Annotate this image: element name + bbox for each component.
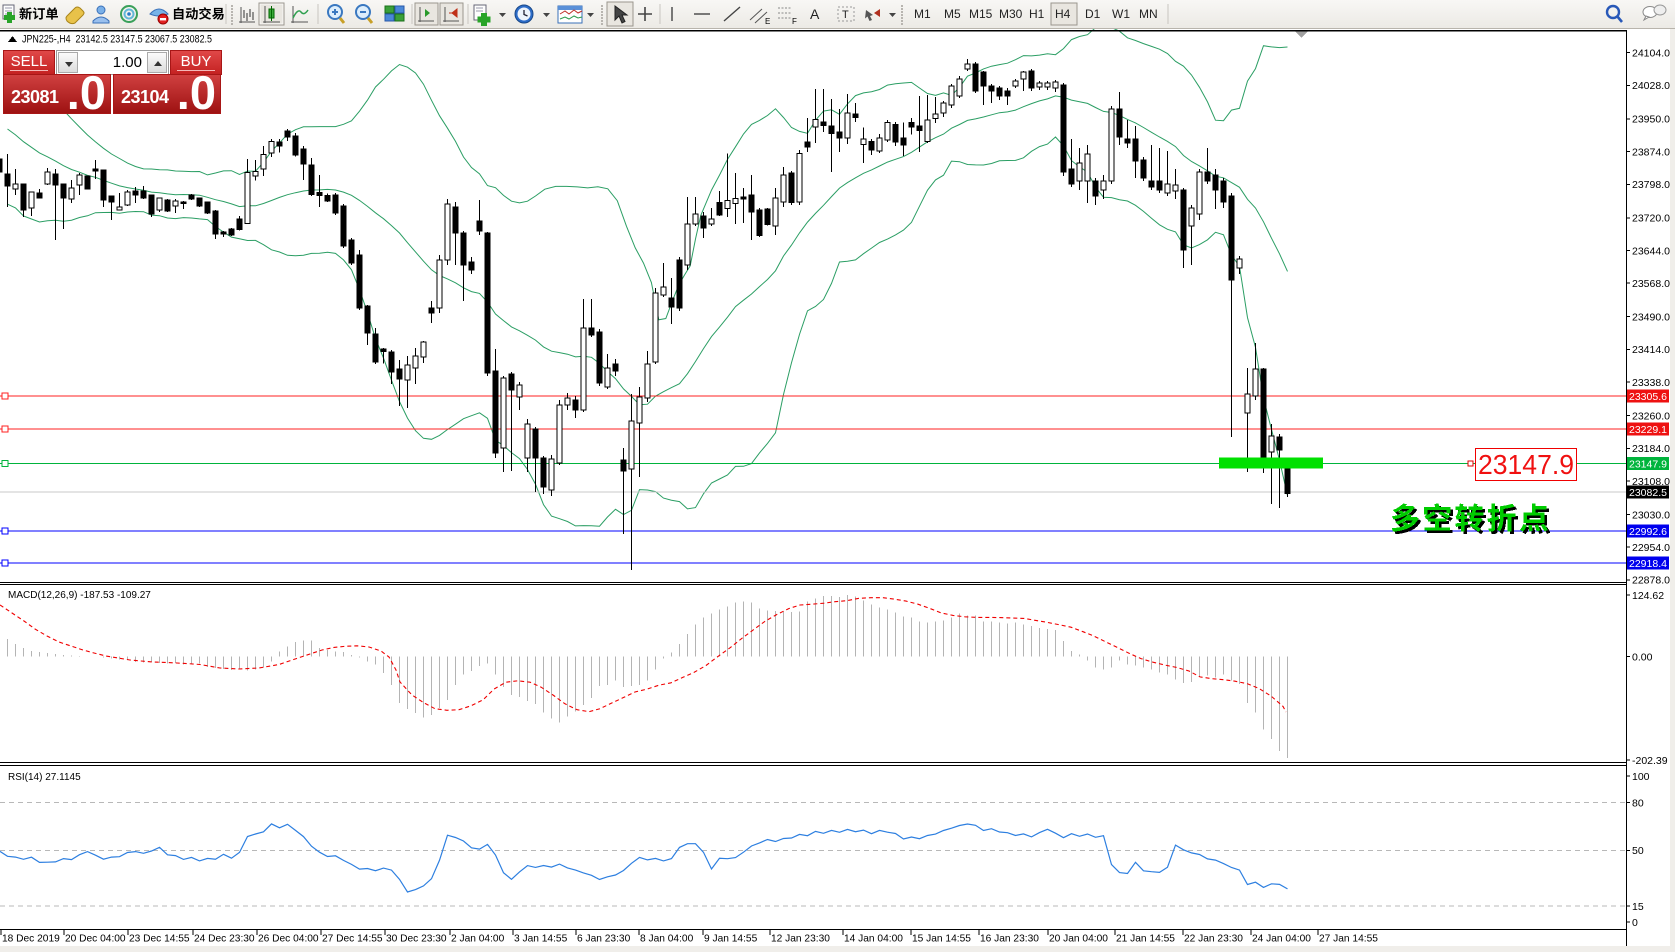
svg-text:H4: H4: [1055, 7, 1071, 21]
svg-text:23950.0: 23950.0: [1632, 114, 1670, 126]
svg-text:9 Jan 14:55: 9 Jan 14:55: [704, 934, 758, 945]
svg-text:-202.39: -202.39: [1632, 755, 1668, 767]
svg-text:14 Jan 04:00: 14 Jan 04:00: [844, 934, 903, 945]
svg-text:23082.5: 23082.5: [1629, 487, 1667, 499]
svg-text:22878.0: 22878.0: [1632, 575, 1670, 587]
svg-text:18 Dec 2019: 18 Dec 2019: [2, 934, 60, 945]
svg-text:23184.0: 23184.0: [1632, 443, 1670, 455]
svg-text:23305.6: 23305.6: [1629, 391, 1667, 403]
svg-text:15: 15: [1632, 901, 1644, 913]
svg-text:D1: D1: [1085, 7, 1101, 21]
svg-text:23414.0: 23414.0: [1632, 344, 1670, 356]
svg-text:24028.0: 24028.0: [1632, 80, 1670, 92]
svg-text:100: 100: [1632, 771, 1650, 783]
svg-text:50: 50: [1632, 845, 1644, 857]
svg-text:A: A: [810, 6, 820, 22]
svg-text:80: 80: [1632, 797, 1644, 809]
svg-text:22954.0: 22954.0: [1632, 542, 1670, 554]
svg-text:M1: M1: [914, 7, 931, 21]
svg-text:23030.0: 23030.0: [1632, 509, 1670, 521]
svg-text:MN: MN: [1139, 7, 1158, 21]
svg-text:23147.9: 23147.9: [1478, 449, 1574, 480]
svg-text:23108.0: 23108.0: [1632, 476, 1670, 488]
svg-text:23147.9: 23147.9: [1629, 459, 1667, 471]
svg-text:23260.0: 23260.0: [1632, 410, 1670, 422]
svg-text:23798.0: 23798.0: [1632, 179, 1670, 191]
svg-text:27 Jan 14:55: 27 Jan 14:55: [1319, 934, 1378, 945]
svg-text:20 Jan 04:00: 20 Jan 04:00: [1049, 934, 1108, 945]
svg-text:12 Jan 23:30: 12 Jan 23:30: [771, 934, 830, 945]
svg-text:30 Dec 23:30: 30 Dec 23:30: [386, 934, 447, 945]
svg-text:8 Jan 04:00: 8 Jan 04:00: [640, 934, 694, 945]
svg-text:27 Dec 14:55: 27 Dec 14:55: [322, 934, 383, 945]
svg-text:T: T: [842, 9, 849, 21]
svg-text:22992.6: 22992.6: [1629, 526, 1667, 538]
svg-text:23338.0: 23338.0: [1632, 377, 1670, 389]
svg-text:M30: M30: [999, 7, 1023, 21]
svg-text:23 Dec 14:55: 23 Dec 14:55: [129, 934, 190, 945]
svg-text:16 Jan 23:30: 16 Jan 23:30: [980, 934, 1039, 945]
svg-text:23874.0: 23874.0: [1632, 146, 1670, 158]
svg-text:23644.0: 23644.0: [1632, 245, 1670, 257]
svg-text:23490.0: 23490.0: [1632, 312, 1670, 324]
svg-text:23720.0: 23720.0: [1632, 213, 1670, 225]
svg-text:20 Dec 04:00: 20 Dec 04:00: [65, 934, 126, 945]
svg-text:21 Jan 14:55: 21 Jan 14:55: [1116, 934, 1175, 945]
svg-text:RSI(14) 27.1145: RSI(14) 27.1145: [8, 772, 81, 783]
svg-text:24 Jan 04:00: 24 Jan 04:00: [1252, 934, 1311, 945]
svg-text:E: E: [765, 17, 770, 26]
svg-text:0.00: 0.00: [1632, 651, 1653, 663]
svg-text:3 Jan 14:55: 3 Jan 14:55: [514, 934, 568, 945]
svg-text:2 Jan 04:00: 2 Jan 04:00: [451, 934, 505, 945]
svg-text:0: 0: [1632, 917, 1638, 929]
svg-text:22918.4: 22918.4: [1629, 558, 1667, 570]
svg-text:23229.1: 23229.1: [1629, 424, 1667, 436]
svg-text:6 Jan 23:30: 6 Jan 23:30: [577, 934, 631, 945]
svg-text:24104.0: 24104.0: [1632, 48, 1670, 60]
svg-text:24 Dec 23:30: 24 Dec 23:30: [194, 934, 255, 945]
svg-text:23568.0: 23568.0: [1632, 278, 1670, 290]
svg-text:MACD(12,26,9) -187.53 -109.27: MACD(12,26,9) -187.53 -109.27: [8, 590, 151, 601]
svg-text:15 Jan 14:55: 15 Jan 14:55: [912, 934, 971, 945]
svg-text:22 Jan 23:30: 22 Jan 23:30: [1184, 934, 1243, 945]
svg-text:F: F: [792, 17, 797, 26]
svg-text:124.62: 124.62: [1632, 590, 1664, 602]
svg-text:M5: M5: [944, 7, 961, 21]
svg-text:26 Dec 04:00: 26 Dec 04:00: [258, 934, 319, 945]
svg-text:M15: M15: [969, 7, 993, 21]
svg-text:H1: H1: [1029, 7, 1045, 21]
svg-text:W1: W1: [1112, 7, 1130, 21]
svg-text:JPN225-,H4 23142.5 23147.5 23: JPN225-,H4 23142.5 23147.5 23067.5 23082…: [22, 34, 212, 46]
